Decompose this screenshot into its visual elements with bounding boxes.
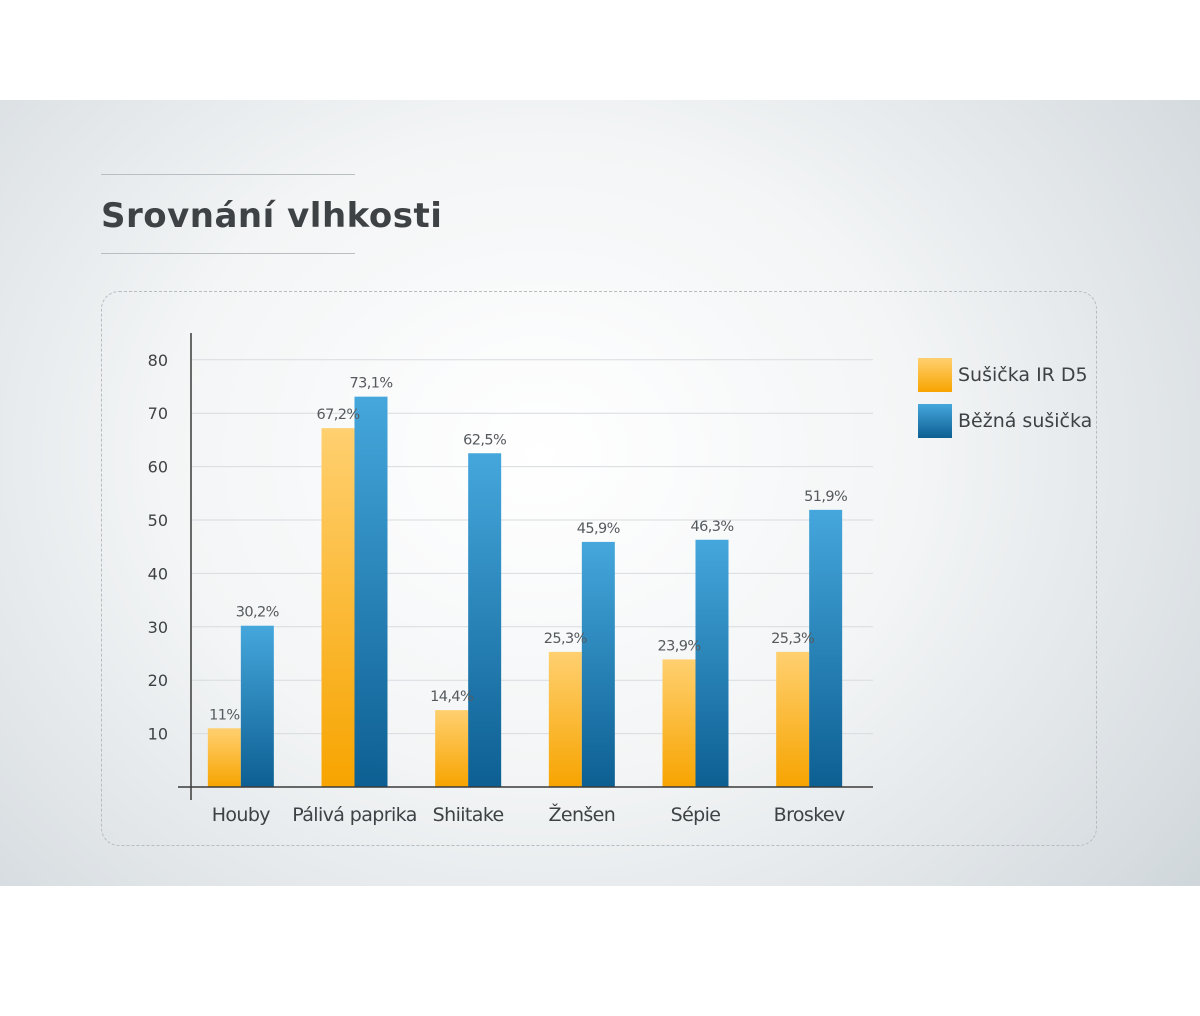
data-label: 30,2% [236, 605, 279, 621]
x-tick-label: Shiitake [433, 804, 504, 826]
x-tick-label: Houby [212, 804, 271, 826]
x-tick-label: Ženšen [548, 803, 615, 826]
bar-series-2 [809, 509, 843, 787]
bar-series-1 [321, 428, 355, 787]
bar-series-2 [354, 396, 388, 787]
y-tick-label: 10 [148, 725, 168, 744]
data-label: 23,9% [657, 638, 700, 654]
y-tick-label: 60 [148, 458, 168, 477]
y-tick-label: 30 [148, 618, 168, 637]
y-tick-label: 70 [148, 404, 168, 423]
legend-item-series-2: Běžná sušička [918, 402, 1108, 440]
y-tick-label: 50 [148, 511, 168, 530]
chart-panel [101, 291, 1097, 846]
x-tick-label: Broskev [774, 804, 845, 826]
bar-series-2 [581, 541, 615, 787]
data-label: 51,9% [804, 489, 847, 505]
y-tick-label: 80 [148, 351, 168, 370]
data-label: 11% [209, 707, 239, 723]
legend-label-series-2: Běžná sušička [958, 410, 1093, 432]
bar-series-2 [240, 625, 274, 787]
bar-series-2 [468, 453, 502, 787]
data-label: 25,3% [544, 631, 587, 647]
bar-series-1 [662, 659, 696, 787]
data-label: 62,5% [463, 432, 506, 448]
data-label: 14,4% [430, 689, 473, 705]
bar-series-2 [695, 539, 729, 787]
bar-series-1 [776, 651, 810, 787]
bar-series-1 [435, 710, 469, 787]
legend-swatch-series-1 [918, 358, 952, 392]
data-label: 25,3% [771, 631, 814, 647]
data-label: 46,3% [690, 519, 733, 535]
legend-label-series-1: Sušička IR D5 [958, 364, 1088, 386]
bar-series-1 [548, 651, 582, 787]
page-title: Srovnání vlhkosti [101, 196, 443, 236]
chart-legend: Sušička IR D5 Běžná sušička [918, 356, 1108, 448]
data-label: 45,9% [577, 521, 620, 537]
y-tick-label: 20 [148, 671, 168, 690]
legend-swatch-series-2 [918, 404, 952, 438]
data-label: 73,1% [349, 376, 392, 392]
legend-item-series-1: Sušička IR D5 [918, 356, 1108, 394]
x-tick-label: Sépie [671, 804, 721, 826]
title-bottom-rule [101, 253, 355, 254]
x-tick-label: Pálivá paprika [292, 804, 417, 826]
title-top-rule [101, 174, 355, 175]
y-tick-label: 40 [148, 564, 168, 583]
bar-series-1 [207, 728, 241, 787]
data-label: 67,2% [316, 407, 359, 423]
